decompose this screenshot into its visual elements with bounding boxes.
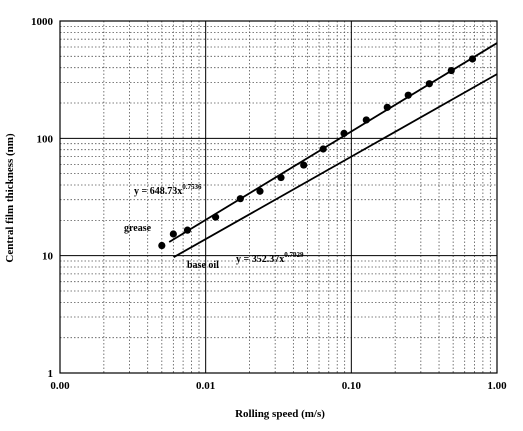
plot-frame [59,20,498,374]
grease-data-point [169,230,177,238]
y-tick-labels: 1 10 100 1000 [31,16,54,380]
grease-data-point [300,161,308,169]
x-tick-label: 0.10 [342,380,362,392]
x-tick-labels: 0.00 0.01 0.10 1.00 [50,380,507,392]
y-tick-label: 100 [37,133,54,145]
grease-data-point [211,213,220,221]
data-points [158,55,477,250]
grease-data-point [362,116,370,124]
grease-data-point [425,80,433,88]
x-tick-label: 1.00 [487,380,507,392]
grease-fit-line [168,42,498,243]
y-tick-label: 10 [42,251,54,263]
grease-data-point [319,145,327,153]
grease-equation: y = 648.73x0.7536 [134,183,202,197]
y-tick-label: 1 [48,368,54,380]
grease-data-point [158,241,166,250]
base-oil-equation-base: y = 352.37x [236,254,284,265]
fit-lines [168,42,498,259]
x-axis-title: Rolling speed (m/s) [235,408,325,420]
grease-data-point [236,195,244,203]
x-tick-label: 0.00 [50,380,70,392]
x-tick-label: 0.01 [196,380,215,392]
minor-gridlines [60,21,497,373]
base-oil-label: base oil [187,260,219,271]
grease-data-point [468,55,477,63]
grease-data-point [404,91,412,99]
grease-data-point [340,129,348,137]
y-axis-title: Central film thickness (nm) [4,133,16,263]
base-oil-fit-line [173,73,498,259]
grease-equation-base: y = 648.73x [134,186,182,197]
grease-equation-exponent: 0.7536 [182,183,202,191]
base-oil-equation: y = 352.37x0.7029 [236,251,304,265]
base-oil-equation-exponent: 0.7029 [284,251,304,259]
grease-data-point [256,187,264,195]
y-tick-label: 1000 [31,16,54,28]
grease-data-point [447,66,455,75]
grease-data-point [183,226,192,234]
grease-data-point [277,173,285,182]
grease-label: grease [124,223,152,234]
grease-data-point [383,103,391,111]
